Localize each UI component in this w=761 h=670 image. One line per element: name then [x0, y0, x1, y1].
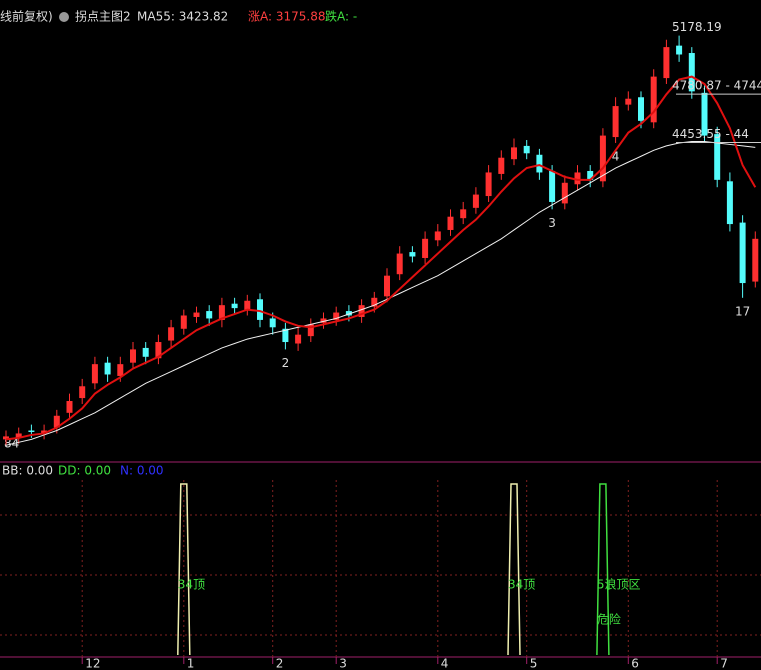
- candle-body: [66, 401, 73, 413]
- candle-body: [168, 327, 175, 341]
- x-tick-label: 7: [720, 657, 728, 670]
- candle-body: [180, 315, 187, 329]
- candle-body: [752, 238, 759, 282]
- level-label: 5178.19: [672, 20, 722, 34]
- ma_short-line: [5, 75, 757, 441]
- candle-body: [206, 311, 213, 319]
- x-tick-label: 1: [187, 657, 195, 670]
- x-tick-label: 6: [631, 657, 639, 670]
- candle-body: [561, 182, 568, 204]
- signal-label: 34顶: [178, 578, 205, 592]
- candle-body: [587, 170, 594, 180]
- candle-body: [663, 47, 670, 79]
- x-tick-label: 4: [441, 657, 449, 670]
- candle-body: [53, 415, 60, 428]
- annotation: 2: [282, 356, 290, 370]
- candle-body: [333, 312, 340, 320]
- x-tick-label: 2: [276, 657, 284, 670]
- candle-body: [599, 135, 606, 182]
- candle-body: [155, 342, 162, 359]
- candle-body: [244, 300, 251, 310]
- candle-body: [498, 157, 505, 174]
- candle-body: [130, 349, 136, 363]
- candle-body: [434, 231, 441, 241]
- candle-body: [396, 253, 403, 275]
- x-tick-label: 3: [339, 657, 347, 670]
- candle-body: [714, 134, 721, 180]
- candle-body: [117, 364, 124, 376]
- candle-body: [104, 362, 111, 375]
- candle-body: [320, 318, 327, 323]
- candle-body: [574, 172, 581, 185]
- candle-body: [307, 324, 314, 337]
- x-tick-label: 5: [530, 657, 538, 670]
- candle-body: [295, 334, 302, 344]
- candle-body: [701, 92, 708, 136]
- bb-label: BB: 0.00: [2, 464, 53, 478]
- candle-body: [676, 45, 683, 55]
- candle-body: [257, 299, 263, 320]
- ma55-line: [5, 140, 756, 446]
- candle-body: [15, 433, 22, 438]
- candle-body: [612, 106, 619, 138]
- icon[interactable]: [59, 12, 69, 22]
- candle-body: [625, 98, 632, 105]
- candle-body: [345, 311, 352, 316]
- candle-body: [371, 297, 378, 307]
- candle-body: [523, 145, 530, 154]
- candle-body: [358, 305, 365, 317]
- candle-body: [511, 147, 517, 160]
- candle-body: [638, 97, 644, 121]
- candle-body: [218, 305, 225, 320]
- candle-body: [41, 430, 48, 434]
- candle-body: [142, 347, 149, 357]
- signal-spike: [507, 483, 521, 656]
- candle-body: [688, 53, 695, 92]
- candle-body: [269, 318, 276, 328]
- candle-body: [536, 154, 543, 173]
- candle-body: [91, 364, 98, 384]
- candle-body: [384, 275, 390, 297]
- candle-body: [650, 76, 657, 123]
- mode: 线前复权): [0, 9, 53, 24]
- annotation: 17: [735, 304, 750, 318]
- candle-body: [282, 328, 289, 343]
- candle-body: [726, 181, 733, 225]
- candle-body: [3, 436, 9, 440]
- candle-body: [739, 222, 746, 284]
- candle-body: [472, 194, 479, 208]
- candle-body: [409, 252, 416, 257]
- candle-body: [460, 209, 467, 219]
- candle-body: [28, 430, 35, 432]
- ma55-label: MA55: 3423.82: [137, 10, 228, 24]
- candle-body: [549, 170, 556, 202]
- n-label: N: 0.00: [120, 464, 164, 478]
- annotation: 4: [612, 149, 620, 163]
- level-label: 4780.87 - 4744: [672, 79, 761, 93]
- x-tick-label: 12: [85, 657, 100, 670]
- signal-spike: [177, 483, 191, 656]
- candle-body: [447, 216, 454, 230]
- dd-label: DD: 0.00: [58, 464, 111, 478]
- candle-body: [485, 172, 492, 197]
- signal-spike: [596, 483, 610, 656]
- candle-body: [422, 238, 429, 258]
- up-label: 涨A: 3175.88: [248, 9, 325, 24]
- annotation: 3: [548, 216, 556, 230]
- signal-label: 34顶: [508, 578, 535, 592]
- level-label: 4453.55 - 44: [672, 127, 749, 141]
- candle-body: [231, 303, 238, 309]
- candle-body: [79, 386, 86, 399]
- down-label: 跌A: -: [325, 9, 357, 24]
- indicator: 拐点主图2: [75, 9, 131, 24]
- candle-body: [193, 312, 200, 317]
- signal-label: 5浪顶区: [597, 577, 641, 592]
- signal-note: 危险: [597, 612, 621, 627]
